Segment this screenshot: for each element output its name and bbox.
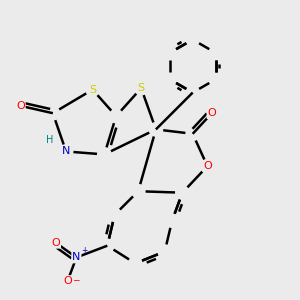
Text: O: O — [208, 108, 216, 118]
Text: +: + — [81, 247, 88, 256]
Text: N: N — [62, 146, 70, 157]
Text: O: O — [51, 238, 60, 248]
Text: S: S — [89, 85, 96, 94]
Text: S: S — [138, 83, 145, 93]
Text: N: N — [72, 253, 81, 262]
Text: −: − — [72, 275, 80, 284]
Text: H: H — [46, 135, 54, 145]
Text: O: O — [16, 101, 25, 111]
Text: O: O — [63, 276, 72, 286]
Text: O: O — [203, 161, 212, 171]
